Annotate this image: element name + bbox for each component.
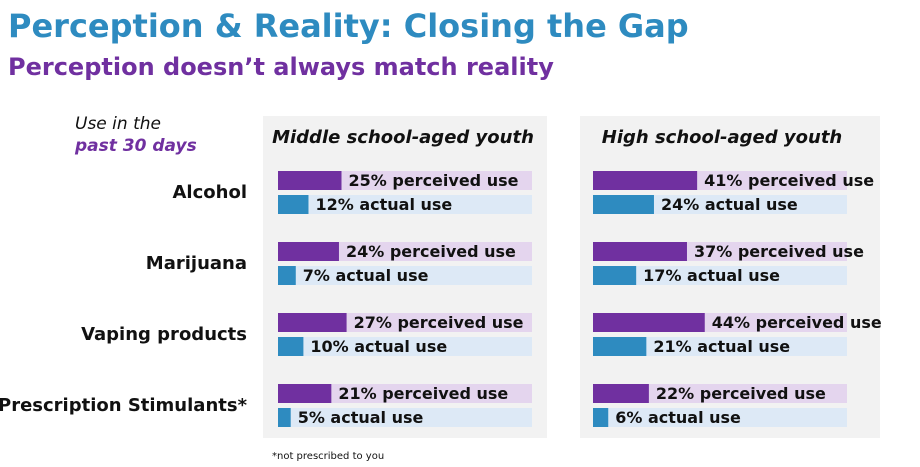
footnote: *not prescribed to you [272, 451, 384, 462]
value-label: 24% actual use [661, 195, 798, 214]
track [278, 242, 532, 261]
value-label: 12% actual use [315, 195, 452, 214]
value-label: 41% perceived use [704, 171, 874, 190]
category-label: Alcohol [173, 182, 248, 203]
value-label: 17% actual use [643, 266, 780, 285]
bar [278, 337, 304, 356]
value-label: 21% actual use [653, 337, 790, 356]
bar [593, 337, 647, 356]
bar [278, 195, 309, 214]
value-label: 5% actual use [298, 408, 424, 427]
bar [278, 242, 339, 261]
value-label: 37% perceived use [694, 242, 864, 261]
value-label: 25% perceived use [349, 171, 519, 190]
bar [593, 242, 687, 261]
track [278, 384, 532, 403]
bar [593, 384, 649, 403]
track [278, 408, 532, 427]
bar [278, 266, 296, 285]
value-label: 6% actual use [615, 408, 741, 427]
category-label: Marijuana [146, 253, 247, 274]
bar [593, 408, 609, 427]
bar [278, 408, 291, 427]
bar [593, 313, 705, 332]
bar [593, 195, 654, 214]
value-label: 22% perceived use [656, 384, 826, 403]
bar [278, 171, 342, 190]
track [593, 266, 847, 285]
bar [593, 171, 698, 190]
track [593, 408, 847, 427]
page-title: Perception & Reality: Closing the Gap [8, 7, 689, 45]
bar [593, 266, 637, 285]
value-label: 7% actual use [303, 266, 429, 285]
value-label: 21% perceived use [338, 384, 508, 403]
row-header: Use in the [75, 114, 161, 134]
value-label: 24% perceived use [346, 242, 516, 261]
track [593, 195, 847, 214]
value-label: 44% perceived use [712, 313, 882, 332]
panel-title: High school-aged youth [602, 127, 843, 148]
page-subtitle: Perception doesn’t always match reality [8, 53, 554, 81]
value-label: 27% perceived use [354, 313, 524, 332]
track [278, 195, 532, 214]
track [278, 337, 532, 356]
category-label: Prescription Stimulants* [0, 395, 248, 416]
category-label: Vaping products [81, 324, 247, 345]
bar [278, 384, 332, 403]
track [593, 384, 847, 403]
value-label: 10% actual use [310, 337, 447, 356]
row-header: past 30 days [74, 136, 197, 156]
track [593, 337, 847, 356]
bar [278, 313, 347, 332]
track [278, 266, 532, 285]
panel-title: Middle school-aged youth [272, 127, 534, 148]
